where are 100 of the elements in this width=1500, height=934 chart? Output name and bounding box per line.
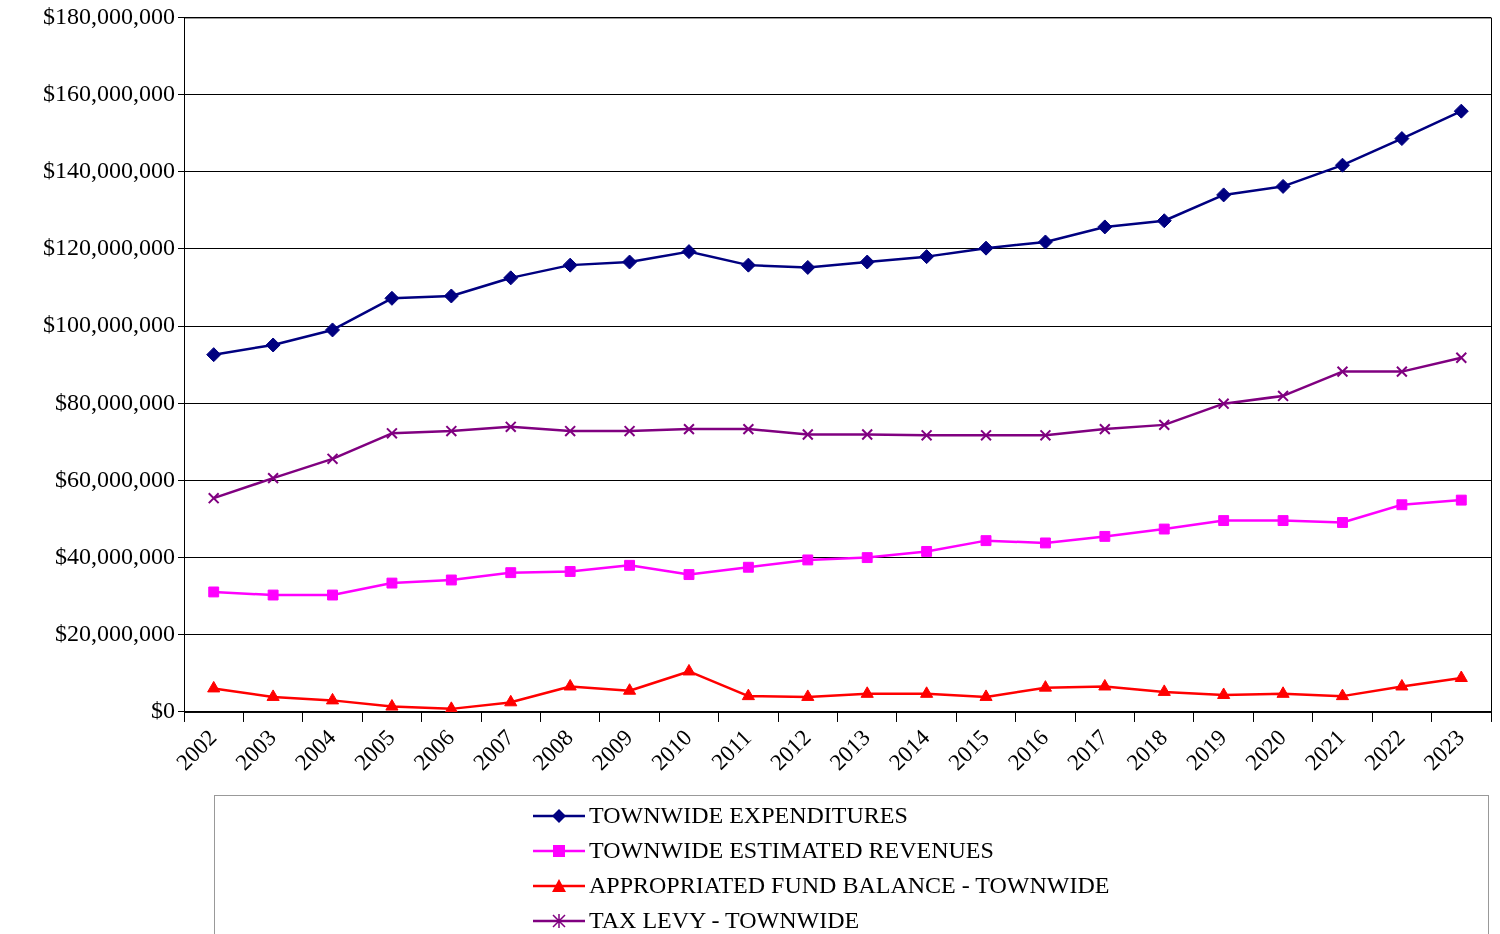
point — [325, 692, 340, 705]
point — [1396, 499, 1408, 511]
point — [266, 689, 280, 701]
point — [1098, 678, 1112, 691]
point — [505, 567, 517, 579]
point — [1156, 213, 1172, 229]
point — [1277, 515, 1289, 527]
point — [1395, 678, 1409, 691]
point — [1395, 365, 1408, 378]
y-tick-label: $180,000,000 — [43, 2, 175, 29]
y-tick-label: $40,000,000 — [55, 542, 175, 569]
point — [1454, 670, 1468, 682]
point — [859, 254, 875, 270]
point — [978, 240, 994, 256]
point — [327, 589, 338, 601]
point — [1216, 187, 1232, 203]
point — [801, 428, 814, 441]
point — [326, 452, 339, 465]
point — [740, 257, 756, 273]
point — [504, 420, 517, 433]
point — [443, 288, 459, 304]
point — [1037, 234, 1053, 250]
point — [208, 586, 220, 598]
point — [445, 425, 458, 437]
point — [267, 472, 280, 485]
point — [1218, 515, 1230, 527]
point — [503, 270, 519, 286]
point — [1336, 365, 1349, 378]
point — [325, 322, 341, 338]
legend-label: TAX LEVY - TOWNWIDE — [589, 907, 860, 934]
point — [267, 589, 279, 601]
point — [1157, 684, 1171, 696]
point — [979, 689, 993, 701]
y-tick-label: $60,000,000 — [55, 465, 175, 492]
point — [207, 680, 221, 693]
point — [980, 429, 992, 442]
point — [802, 554, 814, 566]
point — [1039, 537, 1051, 549]
point — [1158, 418, 1171, 431]
point — [1039, 429, 1052, 442]
point — [563, 678, 577, 691]
point — [265, 337, 281, 353]
point — [384, 290, 400, 306]
point — [206, 347, 222, 363]
legend-label: TOWNWIDE EXPENDITURES — [589, 802, 908, 829]
y-tick-label: $0 — [151, 697, 175, 724]
point — [1038, 680, 1052, 692]
point — [622, 254, 638, 270]
point — [682, 663, 696, 676]
point — [801, 689, 815, 701]
point — [1158, 523, 1170, 535]
point — [564, 566, 576, 577]
point — [1217, 397, 1230, 410]
y-tick-label: $140,000,000 — [43, 157, 175, 184]
point — [1335, 688, 1350, 701]
y-tick-label: $100,000,000 — [43, 311, 175, 338]
point — [1275, 178, 1291, 194]
y-tick-label: $160,000,000 — [43, 79, 175, 106]
point — [504, 694, 518, 707]
point — [1276, 686, 1290, 698]
point — [683, 569, 695, 581]
point — [207, 492, 220, 505]
point — [623, 683, 637, 695]
y-tick-label: $120,000,000 — [43, 234, 175, 261]
point — [800, 259, 816, 275]
point — [1455, 494, 1467, 506]
point — [920, 686, 934, 698]
point — [1337, 517, 1348, 528]
legend-label: TOWNWIDE ESTIMATED REVENUES — [589, 837, 994, 864]
point — [919, 249, 935, 265]
legend-label: APPROPRIATED FUND BALANCE - TOWNWIDE — [589, 872, 1110, 899]
point — [1099, 530, 1111, 542]
point — [1455, 351, 1468, 364]
point — [861, 552, 873, 564]
point — [445, 574, 457, 586]
point — [444, 701, 458, 712]
point — [741, 688, 755, 701]
point — [742, 423, 755, 436]
point — [861, 428, 874, 441]
point — [623, 425, 636, 437]
point — [385, 699, 399, 711]
point — [564, 425, 577, 437]
point — [1097, 219, 1113, 235]
point — [1334, 157, 1350, 173]
point — [385, 427, 398, 440]
point — [920, 429, 933, 442]
point — [980, 535, 992, 547]
point — [1453, 103, 1469, 119]
point — [860, 686, 874, 698]
point — [624, 559, 636, 571]
point — [921, 545, 933, 557]
point — [683, 423, 695, 436]
y-tick-label: $20,000,000 — [55, 620, 175, 647]
y-tick-label: $80,000,000 — [55, 388, 175, 415]
x-tick-label: 2011 — [706, 724, 757, 775]
point — [1217, 687, 1231, 699]
point — [386, 577, 398, 589]
point — [742, 561, 754, 573]
point — [1277, 389, 1290, 402]
point — [681, 244, 697, 260]
